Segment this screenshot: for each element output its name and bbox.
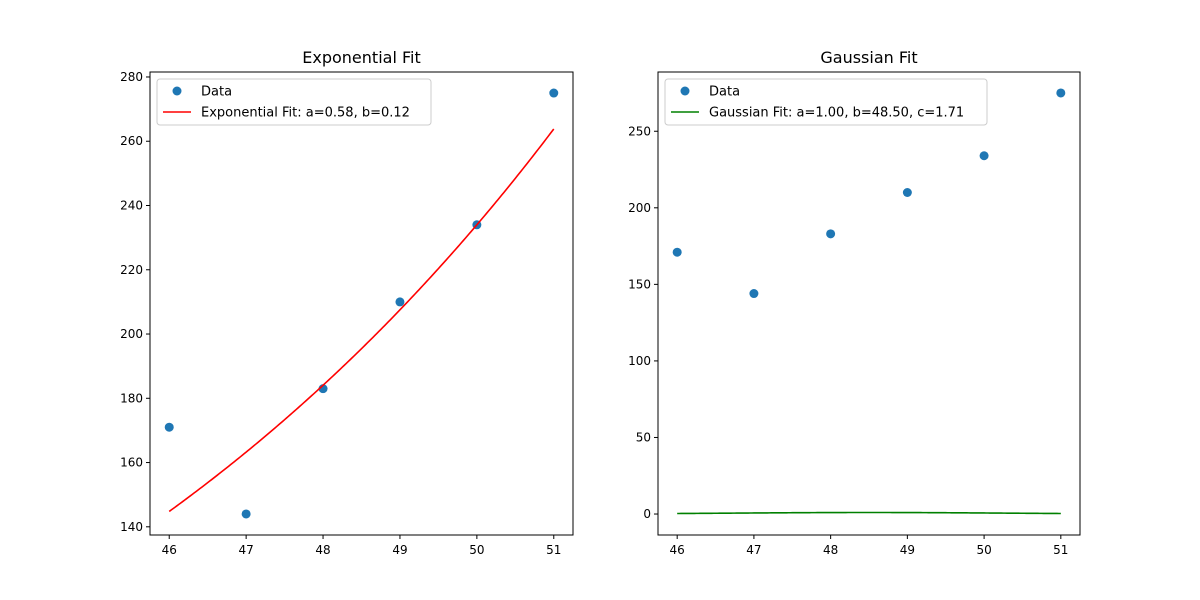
x-tick-label: 50: [976, 543, 991, 557]
legend-box: [664, 78, 988, 126]
legend-label: Gaussian Fit: a=1.00, b=48.50, c=1.71: [709, 106, 964, 121]
data-point: [241, 509, 251, 519]
fit-line: [168, 128, 555, 513]
x-tick-label: 47: [746, 543, 761, 557]
x-tick-label: 48: [823, 543, 838, 557]
y-tick-label: 180: [120, 391, 143, 405]
x-tick-label: 49: [392, 543, 407, 557]
axes-frame: [657, 71, 1081, 536]
legend-marker-swatch: [680, 86, 690, 96]
data-point: [749, 289, 759, 299]
legend-label: Data: [709, 85, 740, 100]
y-tick-label: 140: [120, 520, 143, 534]
axes-frame: [149, 71, 574, 536]
x-tick-label: 46: [162, 543, 177, 557]
data-point: [672, 247, 682, 257]
data-point: [164, 422, 174, 432]
x-tick-label: 50: [469, 543, 484, 557]
y-tick-label: 260: [120, 134, 143, 148]
y-tick-label: 220: [120, 263, 143, 277]
y-tick-label: 240: [120, 199, 143, 213]
legend-label: Data: [201, 85, 232, 100]
chart-1: Exponential Fit 46 47 48 49 50 51 140 160 180 200 2…: [120, 48, 574, 557]
data-point: [979, 151, 989, 161]
data-point: [549, 88, 559, 98]
data-point: [902, 187, 912, 197]
y-tick-label: 200: [628, 201, 651, 215]
x-tick-label: 49: [900, 543, 915, 557]
y-tick-label: 50: [636, 430, 651, 444]
data-point: [1056, 88, 1066, 98]
data-point: [826, 229, 836, 239]
y-tick-label: 280: [120, 70, 143, 84]
x-tick-label: 47: [238, 543, 253, 557]
fit-line: [677, 511, 1061, 515]
y-tick-label: 100: [628, 354, 651, 368]
y-tick-label: 250: [628, 124, 651, 138]
chart-title: Exponential Fit: [302, 48, 420, 67]
legend-box: [156, 78, 432, 126]
y-tick-label: 0: [643, 507, 651, 521]
legend-marker-swatch: [172, 86, 182, 96]
y-tick-label: 150: [628, 277, 651, 291]
data-point: [395, 297, 405, 307]
x-tick-label: 46: [670, 543, 685, 557]
legend-label: Exponential Fit: a=0.58, b=0.12: [201, 106, 410, 121]
chart-title: Gaussian Fit: [820, 48, 917, 67]
x-tick-label: 48: [315, 543, 330, 557]
legend: Data Gaussian Fit: a=1.00, b=48.50, c=1.7…: [664, 78, 988, 126]
x-tick-label: 51: [546, 543, 561, 557]
x-tick-label: 51: [1053, 543, 1068, 557]
chart-2: Gaussian Fit 46 47 48 49 50 51 0 50 100 150 200 250 D…: [628, 48, 1081, 557]
y-tick-label: 160: [120, 456, 143, 470]
legend: Data Exponential Fit: a=0.58, b=0.12: [156, 78, 432, 126]
y-tick-label: 200: [120, 327, 143, 341]
